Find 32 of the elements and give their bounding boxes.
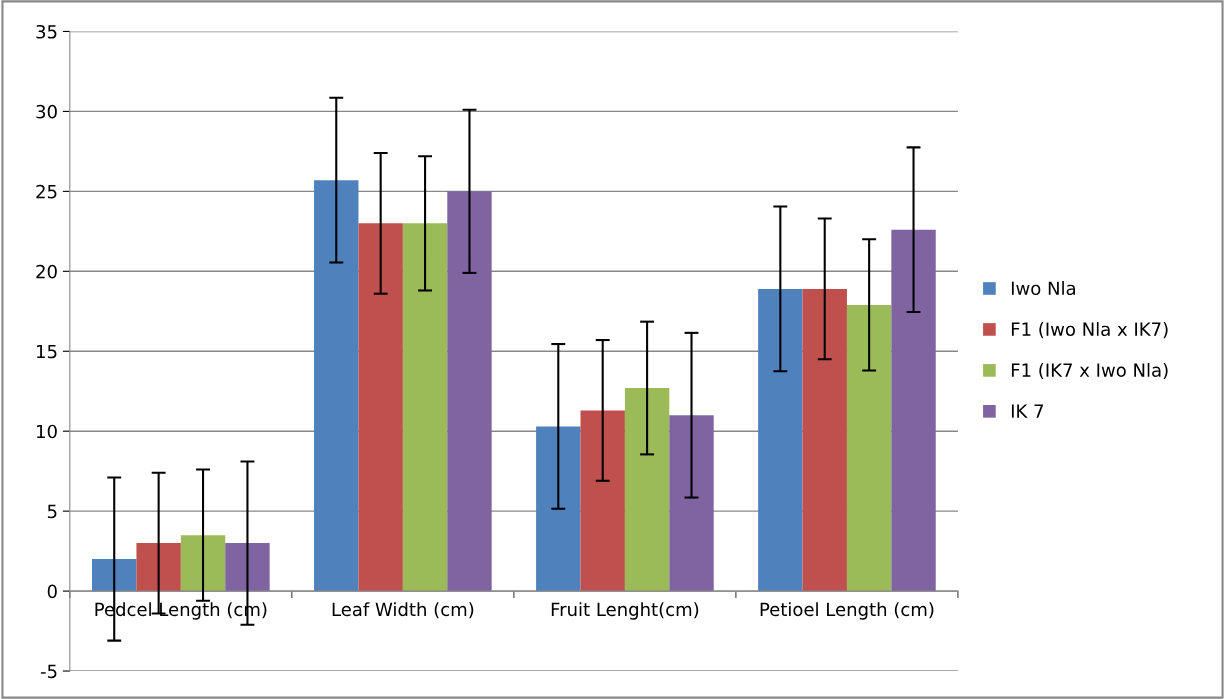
bar [758,288,803,592]
bar [669,415,714,592]
legend-label: F1 (Iwo Nla x IK7) [1011,322,1168,339]
y-tick-label: 0 [47,584,57,599]
y-tick-label: 15 [37,344,57,359]
bar [92,559,137,592]
x-tick-label: Fruit Lenght(cm) [551,602,699,620]
y-tick-label: 25 [36,184,57,199]
bar [891,229,936,592]
bar [536,426,581,592]
legend-label: IK 7 [1011,404,1044,418]
x-tick-label: Petioel Length (cm) [760,602,934,620]
bar [580,410,625,592]
bar [802,288,847,592]
y-tick-label: 5 [47,504,57,519]
legend-label: F1 (IK7 x Iwo Nla) [1011,362,1168,380]
y-tick-label: 35 [36,24,57,39]
bar [136,543,181,592]
bar [846,304,892,592]
bar [180,535,226,592]
bar [358,223,403,592]
y-tick-label: 10 [37,424,57,439]
bar [225,543,270,592]
y-tick-label: 20 [36,264,57,279]
bar [314,180,359,592]
y-tick-label: 30 [36,104,57,119]
bar [624,388,670,592]
bar [402,223,448,592]
x-tick-label: Leaf Width (cm) [332,602,474,619]
legend-label: Iwo Nla [1011,281,1075,296]
bar [447,191,492,592]
y-tick-label: -5 [40,664,57,679]
